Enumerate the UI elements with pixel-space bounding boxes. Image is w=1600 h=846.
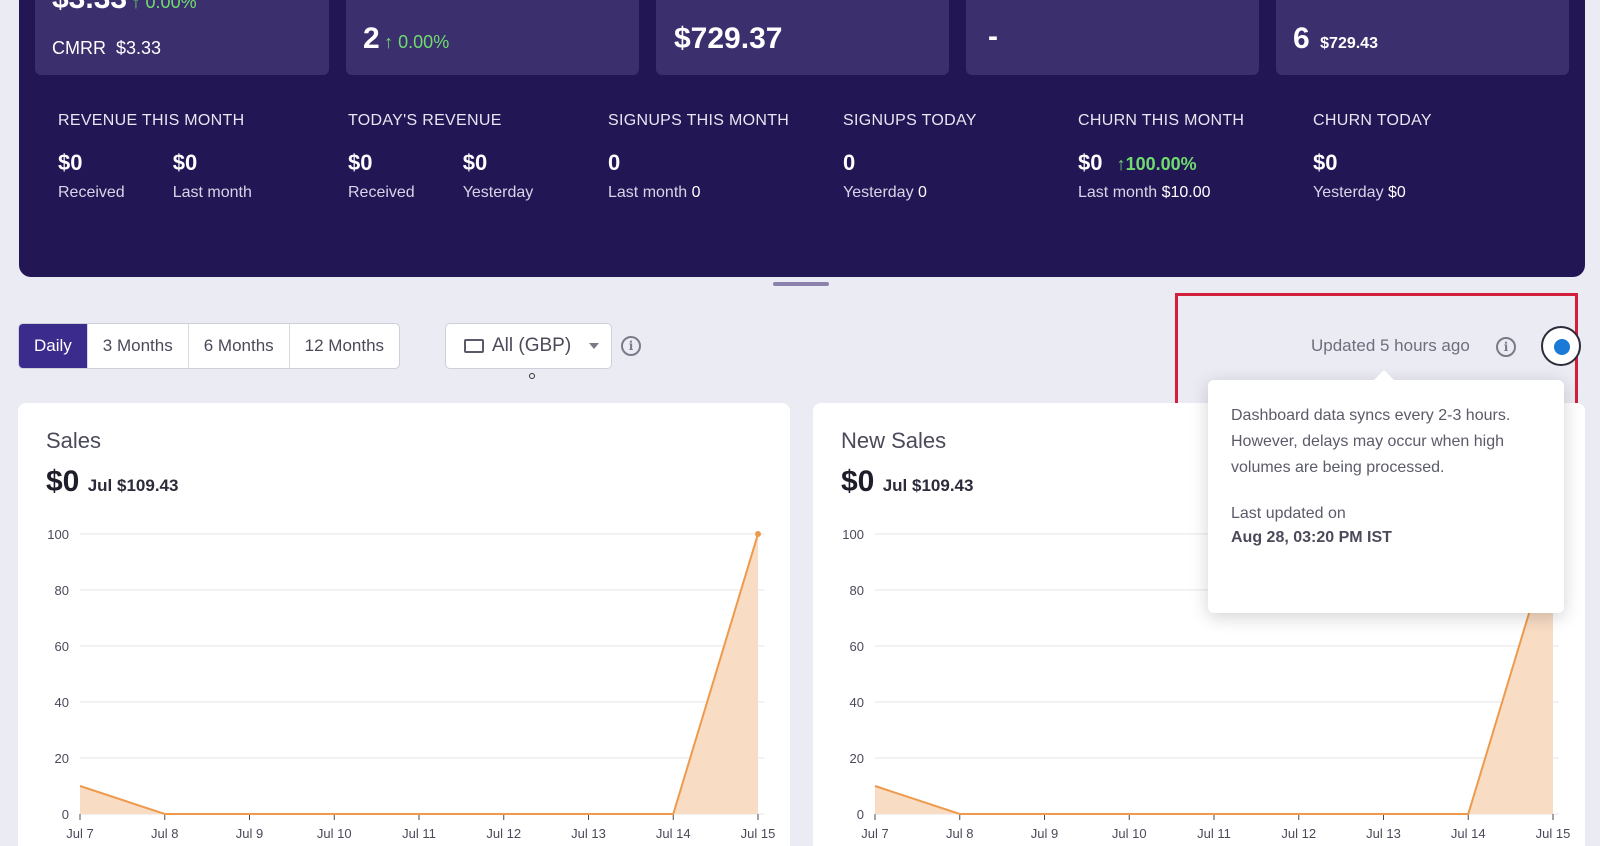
range-6-months[interactable]: 6 Months: [189, 324, 290, 368]
count-card[interactable]: 2 ↑ 0.00%: [346, 0, 639, 75]
sync-button[interactable]: [1541, 326, 1581, 366]
metric-today-revenue: TODAY'S REVENUE $0 Received $0 Yesterday: [348, 112, 534, 201]
tooltip-last-label: Last updated on: [1231, 505, 1346, 522]
sales-title: Sales: [46, 428, 102, 453]
updated-text: Updated 5 hours ago: [1311, 336, 1470, 355]
caret-down-icon: [589, 343, 599, 349]
orders-sub-value: $729.43: [1320, 35, 1378, 52]
sales-value: $0 Jul $109.43: [46, 465, 179, 498]
x-tick-label: Jul 13: [571, 826, 606, 841]
tooltip-description: Dashboard data syncs every 2-3 hours. Ho…: [1231, 407, 1511, 476]
x-tick-label: Jul 15: [1536, 826, 1571, 841]
area-fill: [875, 534, 1553, 814]
x-tick-label: Jul 12: [486, 826, 521, 841]
metric-churn-month: CHURN THIS MONTH $0 ↑100.00% Last month …: [1078, 112, 1245, 201]
y-tick-label: 0: [857, 807, 864, 822]
info-icon[interactable]: i: [621, 336, 641, 356]
x-tick-label: Jul 8: [151, 826, 178, 841]
summary-panel: $3.33 ↑ 0.00% CMRR $3.33 2 ↑ 0.00% $729.…: [19, 0, 1585, 277]
revenue-value: $729.37: [674, 22, 783, 55]
y-tick-label: 60: [850, 639, 864, 654]
empty-card[interactable]: -: [966, 0, 1259, 75]
x-tick-label: Jul 9: [1031, 826, 1058, 841]
arrow-up-icon: ↑: [1116, 154, 1126, 174]
area-fill: [80, 534, 758, 814]
revenue-card[interactable]: $729.37: [656, 0, 949, 75]
y-tick-label: 100: [842, 527, 864, 542]
arrow-up-icon: ↑: [384, 32, 394, 52]
cmrr-sub-value: $3.33: [116, 38, 162, 58]
new-sales-value: $0 Jul $109.43: [841, 465, 974, 498]
x-tick-label: Jul 7: [66, 826, 93, 841]
series-line: [79, 533, 759, 815]
cmrr-card[interactable]: $3.33 ↑ 0.00% CMRR $3.33: [35, 0, 329, 75]
arrow-up-icon: ↑: [131, 0, 141, 12]
metric-revenue-month: REVENUE THIS MONTH $0 Received $0 Last mon…: [58, 112, 252, 201]
x-tick-label: Jul 10: [1112, 826, 1147, 841]
series-line: [874, 533, 1554, 815]
sales-chart: 0 20 40 60 80 100 Jul 7 Jul 8 Jul 9 Jul 10 Jul 11 J…: [47, 527, 776, 841]
sales-chart-card: Sales $0 Jul $109.43 0 20 40 60 80 100 Jul 7 Ju…: [18, 403, 790, 846]
range-selector: Daily 3 Months 6 Months 12 Months: [18, 323, 401, 369]
x-tick-label: Jul 9: [236, 826, 263, 841]
x-tick-label: Jul 8: [946, 826, 973, 841]
y-tick-label: 100: [47, 527, 69, 542]
new-sales-title: New Sales: [841, 428, 947, 453]
churn-change: ↑100.00%: [1116, 154, 1197, 174]
cmrr-change: ↑ 0.00%: [132, 0, 197, 12]
sync-tooltip: Dashboard data syncs every 2-3 hours. Ho…: [1208, 370, 1564, 613]
x-tick-label: Jul 11: [402, 826, 436, 841]
x-tick-label: Jul 11: [1197, 826, 1231, 841]
x-tick-label: Jul 13: [1366, 826, 1401, 841]
metric-signups-today: SIGNUPS TODAY 0 Yesterday 0: [843, 112, 977, 201]
currency-select[interactable]: All (GBP): [445, 323, 612, 369]
cmrr-label: CMRR: [52, 38, 106, 58]
cmrr-value: $3.33: [52, 0, 127, 15]
x-tick-label: Jul 12: [1281, 826, 1316, 841]
x-tick-label: Jul 15: [741, 826, 776, 841]
cursor: [529, 373, 535, 379]
y-tick-label: 80: [850, 583, 864, 598]
x-tick-label: Jul 14: [1451, 826, 1486, 841]
currency-value: All (GBP): [492, 335, 572, 356]
orders-value: 6: [1293, 22, 1310, 55]
y-tick-label: 20: [55, 751, 69, 766]
metric-churn-today: CHURN TODAY $0 Yesterday $0: [1313, 112, 1432, 201]
sync-icon: [1554, 339, 1570, 355]
updated-info-icon[interactable]: i: [1496, 337, 1516, 357]
empty-value: -: [988, 20, 998, 53]
panel-drag-handle[interactable]: [773, 282, 829, 286]
y-tick-label: 20: [850, 751, 864, 766]
y-tick-label: 80: [55, 583, 69, 598]
money-icon: [464, 339, 484, 353]
y-tick-label: 40: [850, 695, 864, 710]
x-tick-label: Jul 10: [317, 826, 352, 841]
orders-card[interactable]: 6 $729.43: [1276, 0, 1569, 75]
metric-signups-month: SIGNUPS THIS MONTH 0 Last month 0: [608, 112, 790, 201]
range-3-months[interactable]: 3 Months: [88, 324, 189, 368]
y-tick-label: 0: [62, 807, 69, 822]
y-tick-label: 60: [55, 639, 69, 654]
count-value: 2: [363, 22, 380, 55]
range-daily[interactable]: Daily: [19, 324, 88, 368]
count-change: ↑ 0.00%: [384, 32, 450, 52]
data-point: [755, 531, 761, 537]
range-12-months[interactable]: 12 Months: [304, 336, 385, 355]
x-tick-label: Jul 7: [861, 826, 888, 841]
x-tick-label: Jul 14: [656, 826, 691, 841]
tooltip-last-date: Aug 28, 03:20 PM IST: [1231, 529, 1392, 546]
y-tick-label: 40: [55, 695, 69, 710]
